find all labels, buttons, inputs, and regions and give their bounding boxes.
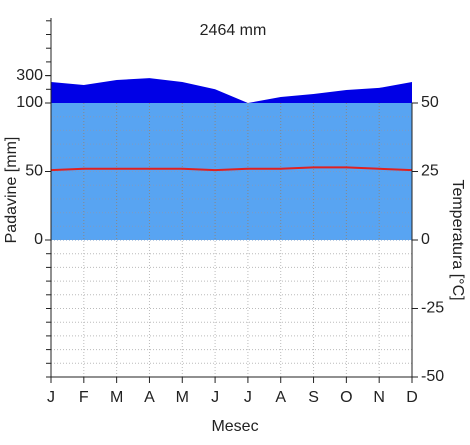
x-tick-label: J	[244, 389, 252, 406]
precipitation-area	[51, 78, 412, 103]
x-tick-label: S	[308, 389, 319, 406]
x-tick-label: F	[79, 389, 89, 406]
y-axis-label: Padavine [mm]	[3, 137, 20, 244]
marks	[50, 78, 413, 241]
x-tick-label: M	[176, 389, 189, 406]
y-tick-label: 300	[16, 67, 43, 84]
x-tick-label: A	[144, 389, 155, 406]
y2-tick-label: 0	[421, 231, 430, 248]
x-tick-label: J	[47, 389, 55, 406]
x-tick-label: A	[275, 389, 286, 406]
x-tick-label: J	[211, 389, 219, 406]
y-tick-label: 50	[25, 163, 43, 180]
y2-tick-label: -25	[421, 300, 444, 317]
x-tick-label: D	[406, 389, 418, 406]
y2-axis-label: Temperatura [°C]	[449, 179, 466, 300]
x-tick-label: O	[340, 389, 352, 406]
y2-tick-label: 25	[421, 163, 439, 180]
x-tick-label: N	[373, 389, 385, 406]
x-tick-label: M	[110, 389, 123, 406]
y2-tick-label: -50	[421, 368, 444, 385]
temperature-line	[50, 166, 413, 172]
y2-tick-label: 50	[421, 94, 439, 111]
y-tick-label: 100	[16, 94, 43, 111]
chart-title: 2464 mm	[200, 22, 267, 39]
x-axis-label: Mesec	[211, 418, 258, 435]
y-tick-label: 0	[34, 231, 43, 248]
